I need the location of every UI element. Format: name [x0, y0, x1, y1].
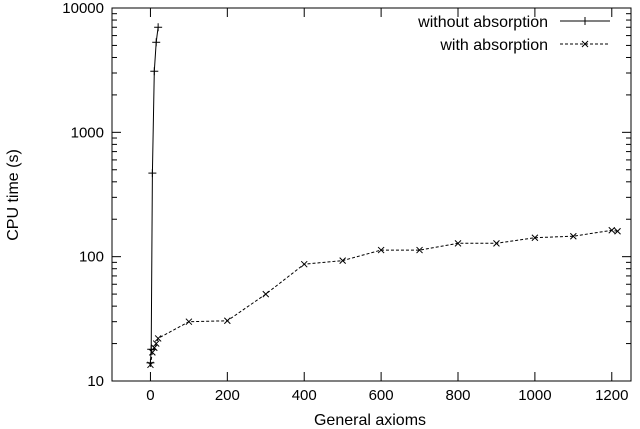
data-point-with-absorption [377, 246, 385, 254]
data-point-without-absorption [152, 38, 161, 47]
data-point-with-absorption [493, 239, 500, 247]
data-point-with-absorption [185, 318, 193, 326]
x-tick-label: 200 [215, 387, 240, 404]
y-tick-label: 1000 [71, 124, 104, 141]
x-tick-label: 400 [292, 387, 317, 404]
data-point-with-absorption [454, 239, 462, 247]
data-point-with-absorption [339, 257, 347, 264]
plot-area-frame [111, 7, 632, 382]
legend: without absorption with absorption [417, 14, 610, 54]
x-tick-label: 1000 [518, 387, 551, 404]
data-point-without-absorption [148, 169, 157, 178]
y-axis: 10 100 1000 10000 [62, 0, 631, 390]
x-axis-title: General axioms [314, 412, 426, 429]
data-point-with-absorption [614, 227, 621, 235]
y-tick-label: 10 [87, 373, 104, 390]
data-point-with-absorption [149, 348, 156, 356]
series-line-without-absorption [149, 27, 159, 363]
data-point-with-absorption [416, 246, 423, 254]
data-point-with-absorption [262, 290, 270, 298]
data-point-with-absorption [569, 232, 577, 240]
data-point-with-absorption [152, 340, 160, 347]
data-point-with-absorption [223, 317, 231, 325]
legend-sample-marker-without-absorption [581, 17, 589, 25]
data-point-without-absorption [150, 67, 159, 76]
data-point-with-absorption [531, 234, 539, 242]
y-tick-label: 100 [79, 249, 104, 266]
legend-samples [560, 17, 610, 48]
legend-label-without-absorption: without absorption [417, 14, 548, 31]
legend-label-with-absorption: with absorption [439, 37, 548, 54]
x-tick-label: 1200 [595, 387, 628, 404]
data-point-with-absorption [300, 260, 308, 268]
series-line-with-absorption [149, 229, 618, 365]
series-layer [146, 23, 621, 369]
data-point-without-absorption [154, 23, 163, 32]
x-axis: 0 200 400 600 800 1000 1200 [146, 8, 628, 404]
data-point-with-absorption [150, 344, 158, 352]
data-point-with-absorption [147, 361, 154, 369]
y-axis-title: CPU time (s) [5, 149, 22, 241]
x-tick-label: 0 [146, 387, 154, 404]
x-tick-label: 800 [445, 387, 470, 404]
data-point-with-absorption [608, 226, 616, 234]
x-tick-label: 600 [369, 387, 394, 404]
y-tick-label: 10000 [62, 0, 104, 17]
legend-sample-marker-with-absorption [581, 40, 589, 48]
data-point-with-absorption [154, 335, 162, 342]
